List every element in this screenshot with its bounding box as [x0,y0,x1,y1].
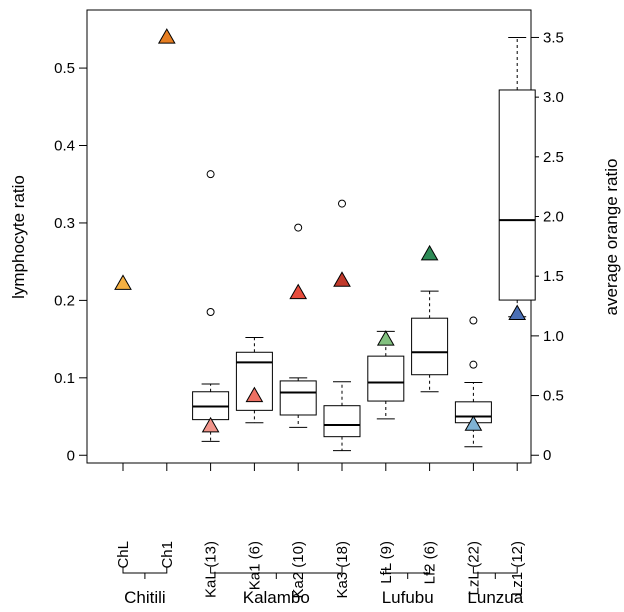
y-tick-label: 0.1 [54,370,75,387]
box-4 [279,223,317,428]
box-6 [367,330,405,420]
box-3 [235,337,273,424]
y2-tick-label: 3.5 [543,29,564,46]
group-label: Lufubu [382,588,434,607]
outlier-point [206,170,215,179]
y2-tick-label: 0 [543,447,551,464]
category-label: LfL (9) [378,541,395,584]
box-5 [323,199,361,452]
category-label: Lf2 (6) [422,541,439,584]
outlier-point [338,199,346,208]
y2-tick-label: 3.0 [543,89,564,106]
y-tick-label: 0.3 [54,215,75,232]
y-tick-label: 0 [67,447,75,464]
y2-tick-label: 2.0 [543,209,564,226]
triangle-marker [201,416,220,433]
y-axis-title: lymphocyte ratio [9,175,28,299]
y-tick-label: 0.2 [54,292,75,309]
category-label: Ch1 [159,541,176,569]
group-label: Kalambo [243,588,310,607]
box-9 [498,36,536,318]
box-body [279,380,317,416]
triangle-marker [157,28,176,44]
box-body [323,405,361,438]
outlier-point [469,360,478,369]
outlier-point [469,316,478,325]
y2-tick-label: 2.5 [543,149,564,166]
y2-tick-label: 0.5 [543,388,564,405]
box-2 [192,170,230,442]
y-tick-label: 0.4 [54,138,75,155]
category-label: Ka2 (10) [290,541,307,599]
triangle-marker [464,415,483,431]
triangle-marker [289,283,308,300]
chart-marks: 0 0.1 0.2 0.3 0.4 0.5 0 0.5 1.0 1.5 2.0 2.5 3.0 3.5 Ch… [54,28,564,607]
box-body [498,89,536,301]
y2-axis-title: average orange ratio [602,159,621,316]
triangle-marker [376,330,395,346]
category-label: Ka1 (6) [246,541,263,590]
group-bracket [210,567,343,574]
y-tick-label: 0.5 [54,60,75,77]
box-7 [411,290,449,393]
box-body [411,317,449,376]
triangle-marker [508,304,527,321]
outlier-point [206,308,215,316]
triangle-marker [333,271,351,287]
box-body [367,355,405,402]
triangle-marker [245,386,264,403]
y2-tick-label: 1.0 [543,328,564,345]
y2-tick-label: 1.5 [543,268,564,285]
group-label: Lunzua [467,588,523,607]
triangle-marker [420,244,439,261]
outlier-point [294,223,303,232]
category-label: ChL [115,541,132,569]
group-label: Chitili [124,588,166,607]
triangle-marker [114,274,132,290]
